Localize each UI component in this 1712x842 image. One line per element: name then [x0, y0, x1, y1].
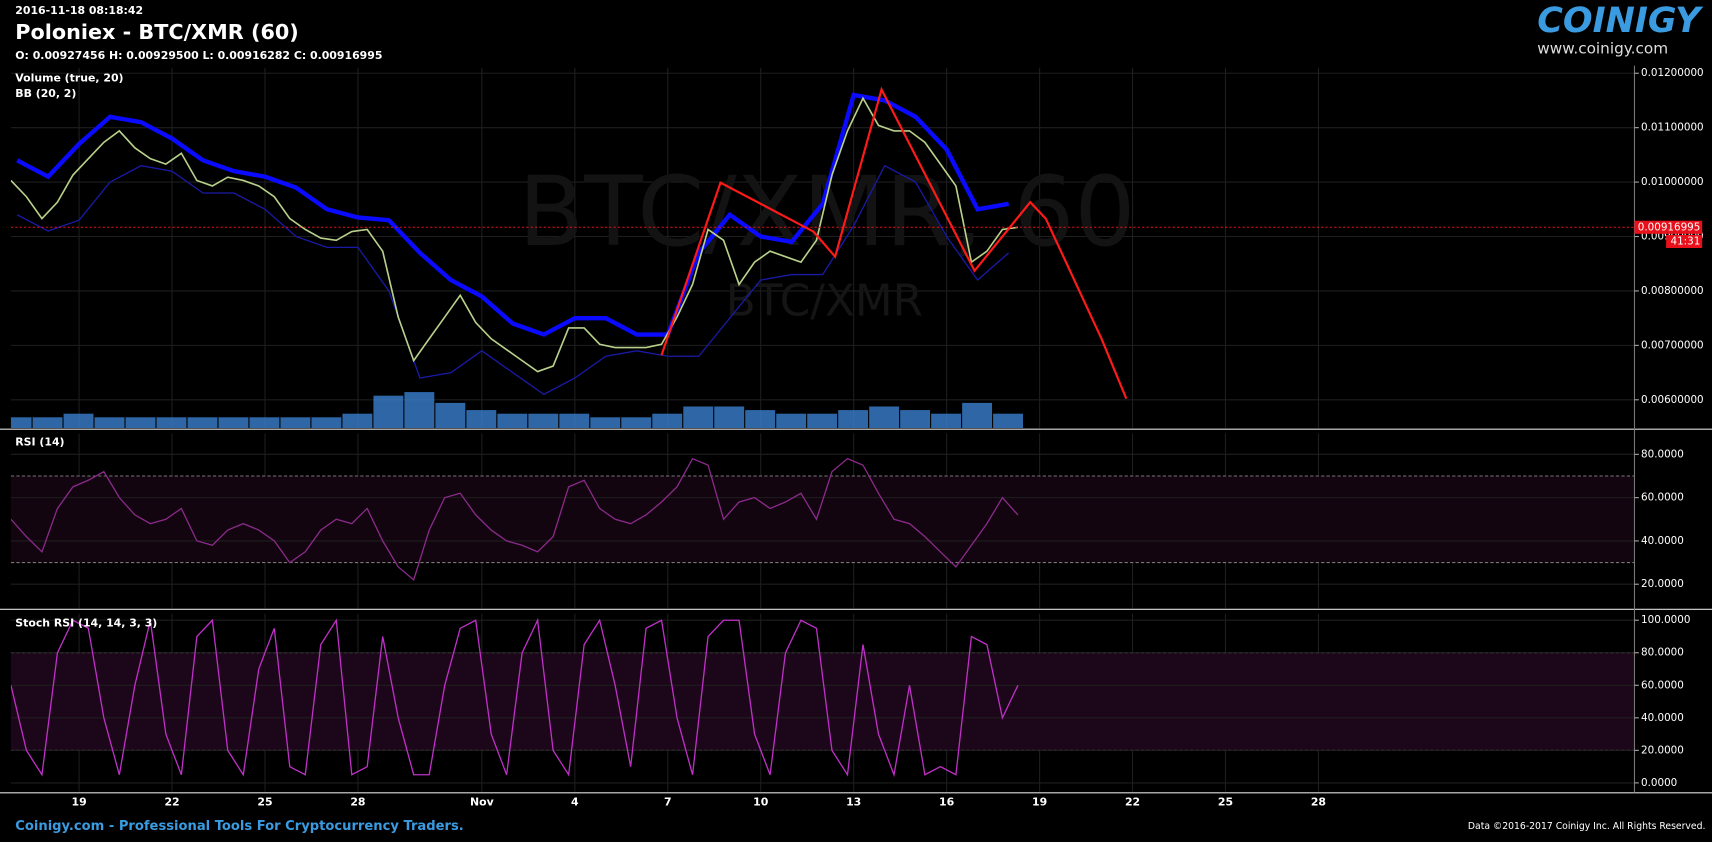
marks: [10, 86, 1635, 778]
x-tick-label: 19: [1032, 796, 1047, 809]
x-tick-label: 10: [753, 796, 769, 809]
panel-title: Stoch RSI (14, 14, 3, 3): [15, 617, 157, 630]
volume-bar: [652, 413, 683, 429]
volume-bar: [776, 413, 807, 429]
y-tick-label: 0.00700000: [1641, 339, 1704, 351]
volume-bar: [869, 406, 900, 429]
oscillator-line: [10, 617, 1019, 778]
volume-bar: [156, 417, 187, 429]
x-tick-label: 25: [257, 796, 272, 809]
x-tick-label: Nov: [470, 796, 494, 809]
volume-bar: [931, 413, 962, 429]
volume-bar: [838, 410, 869, 429]
volume-bar: [900, 410, 931, 429]
y-tick-label: 0.01200000: [1641, 67, 1704, 79]
y-tick-label: 40.0000: [1641, 535, 1684, 547]
x-tick-label: 25: [1218, 796, 1233, 809]
y-tick-label: 0.00600000: [1641, 394, 1704, 406]
x-tick-label: 7: [664, 796, 672, 809]
countdown-label: 41:31: [1671, 235, 1701, 247]
indicator-label: Volume (true, 20): [15, 72, 123, 85]
volume-bar: [187, 417, 218, 429]
y-tick-label: 0.01000000: [1641, 176, 1704, 188]
watermark: BTC/XMR: [726, 276, 923, 327]
watermark: BTC/XMR, 60: [518, 156, 1135, 268]
y-tick-label: 0.00800000: [1641, 285, 1704, 297]
band-fill: [10, 475, 1635, 563]
x-tick-label: 19: [71, 796, 86, 809]
x-tick-label: 28: [1311, 796, 1326, 809]
chart-title: Poloniex - BTC/XMR (60): [15, 20, 299, 44]
volume-bar: [528, 413, 559, 429]
y-tick-label: 20.0000: [1641, 744, 1684, 756]
trend-drawing: [660, 86, 1128, 400]
volume-bar: [497, 413, 528, 429]
volume-bar: [683, 406, 714, 429]
y-tick-label: 40.0000: [1641, 712, 1684, 724]
y-tick-label: 80.0000: [1641, 647, 1684, 659]
x-tick-label: 4: [571, 796, 579, 809]
volume-bar: [435, 402, 466, 429]
price-panel: [10, 86, 1128, 429]
volume-bar: [311, 417, 342, 429]
volume-bar: [125, 417, 156, 429]
bollinger-band: [16, 164, 1010, 396]
volume-bar: [993, 413, 1024, 429]
panel-title: RSI (14): [15, 435, 64, 448]
volume-bar: [342, 413, 373, 429]
x-tick-label: 28: [350, 796, 365, 809]
oscillator-line: [10, 457, 1019, 581]
volume-bar: [32, 417, 63, 429]
x-tick-label: 22: [1125, 796, 1140, 809]
oscillator-panel: [10, 457, 1019, 581]
volume-bar: [559, 413, 590, 429]
volume-bar: [63, 413, 94, 429]
y-tick-label: 60.0000: [1641, 679, 1684, 691]
volume-bar: [745, 410, 776, 429]
volume-bar: [94, 417, 125, 429]
x-tick-label: 13: [846, 796, 861, 809]
volume-bar: [280, 417, 311, 429]
x-tick-label: 22: [164, 796, 179, 809]
volume-bar: [590, 417, 621, 429]
volume-bar: [962, 402, 993, 429]
y-tick-label: 80.0000: [1641, 448, 1684, 460]
grid-layer: [10, 67, 1635, 792]
x-tick-label: 16: [939, 796, 954, 809]
y-tick-label: 0.01100000: [1641, 122, 1704, 134]
y-tick-label: 0.0000: [1641, 777, 1677, 789]
oscillator-panel: [10, 617, 1019, 778]
timestamp: 2016-11-18 08:18:42: [15, 4, 143, 17]
last-price-label: 0.00916995: [1638, 221, 1701, 233]
logo: COINIGY: [1537, 1, 1704, 41]
band-fill: [10, 652, 1635, 751]
volume-bar: [373, 395, 404, 429]
logo-url: www.coinigy.com: [1537, 40, 1668, 58]
volume-bar: [10, 417, 32, 429]
price-line: [10, 96, 1019, 373]
volume-bar: [807, 413, 838, 429]
footer-left: Coinigy.com - Professional Tools For Cry…: [15, 819, 463, 834]
indicator-label: BB (20, 2): [15, 87, 76, 100]
countdown-box: [1666, 234, 1703, 249]
volume-bar: [404, 392, 435, 429]
last-price-box: [1634, 220, 1703, 234]
volume-bar: [714, 406, 745, 429]
volume-bar: [466, 410, 497, 429]
ohlc: O: 0.00927456 H: 0.00929500 L: 0.0091628…: [15, 49, 382, 62]
y-tick-label: 20.0000: [1641, 578, 1684, 590]
volume-bar: [249, 417, 280, 429]
y-tick-label: 100.0000: [1641, 614, 1690, 626]
footer-right: Data ©2016-2017 Coinigy Inc. All Rights …: [1468, 821, 1706, 832]
volume-bar: [621, 417, 652, 429]
volume-bar: [218, 417, 249, 429]
y-tick-label: 60.0000: [1641, 492, 1684, 504]
bollinger-band: [16, 92, 1010, 337]
